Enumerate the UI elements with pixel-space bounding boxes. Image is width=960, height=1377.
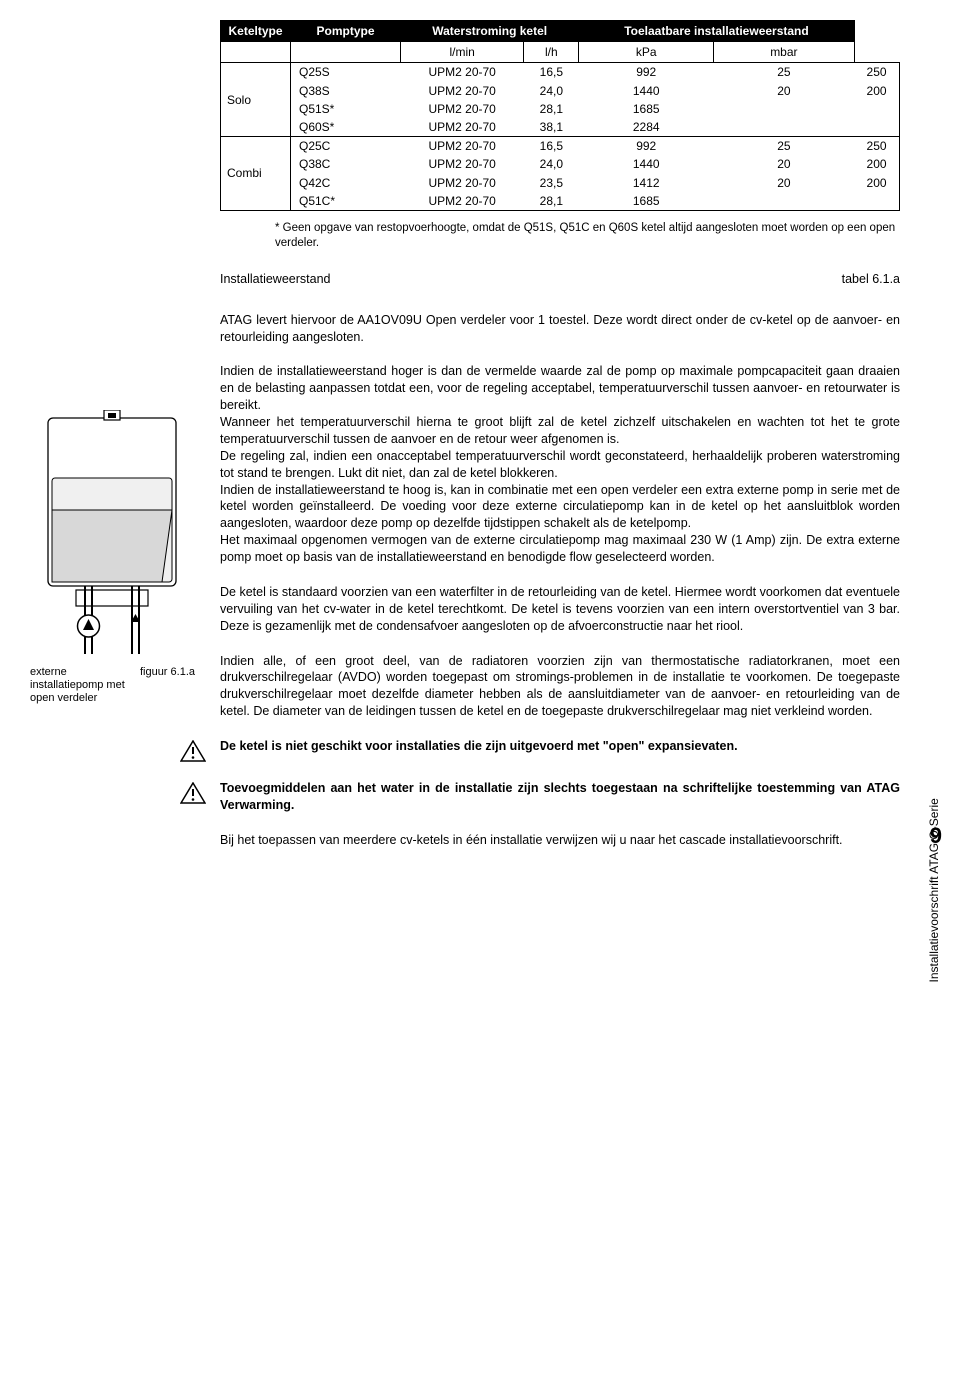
table-row: CombiQ25CUPM2 20-7016,599225250 bbox=[221, 137, 900, 156]
paragraph-4: Indien alle, of een groot deel, van de r… bbox=[220, 653, 900, 721]
table-cell: Q38C bbox=[291, 155, 401, 173]
warning-2-text: Toevoegmiddelen aan het water in de inst… bbox=[220, 780, 900, 814]
figure-caption-left: externe installatiepomp met open verdele… bbox=[30, 666, 135, 706]
table-cell: 20 bbox=[714, 155, 855, 173]
table-cell: Q60S* bbox=[291, 118, 401, 137]
table-cell bbox=[714, 100, 855, 118]
table-cell: 1440 bbox=[579, 82, 714, 100]
table-cell: Q42C bbox=[291, 174, 401, 192]
table-cell: 992 bbox=[579, 63, 714, 82]
table-cell: 20 bbox=[714, 174, 855, 192]
boiler-diagram bbox=[30, 410, 195, 655]
table-cell: 28,1 bbox=[524, 192, 579, 211]
table-cell: 250 bbox=[854, 63, 899, 82]
table-cell bbox=[854, 118, 899, 137]
table-cell: 25 bbox=[714, 137, 855, 156]
table-row: SoloQ25SUPM2 20-7016,599225250 bbox=[221, 63, 900, 82]
warning-icon bbox=[180, 740, 206, 762]
table-cell: 250 bbox=[854, 137, 899, 156]
table-cell: 1685 bbox=[579, 100, 714, 118]
th-toelaatbare: Toelaatbare installatieweerstand bbox=[579, 21, 854, 42]
warning-2: Toevoegmiddelen aan het water in de inst… bbox=[180, 780, 900, 814]
table-caption-left: Installatieweerstand bbox=[220, 271, 330, 288]
table-footnote: * Geen opgave van restopvoerhoogte, omda… bbox=[275, 221, 900, 251]
table-cell: 200 bbox=[854, 82, 899, 100]
th-mbar: mbar bbox=[714, 42, 855, 63]
table-row: Q60S*UPM2 20-7038,12284 bbox=[221, 118, 900, 137]
paragraph-3: De ketel is standaard voorzien van een w… bbox=[220, 584, 900, 635]
th-kpa: kPa bbox=[579, 42, 714, 63]
th-pomptype: Pomptype bbox=[291, 21, 401, 42]
table-cell: 200 bbox=[854, 155, 899, 173]
warning-1: De ketel is niet geschikt voor installat… bbox=[180, 738, 900, 762]
warning-icon bbox=[180, 782, 206, 804]
table-row: Q38SUPM2 20-7024,0144020200 bbox=[221, 82, 900, 100]
th-waterstroming: Waterstroming ketel bbox=[401, 21, 579, 42]
page-number: 9 bbox=[930, 821, 942, 851]
table-cell: 20 bbox=[714, 82, 855, 100]
table-row: Q38CUPM2 20-7024,0144020200 bbox=[221, 155, 900, 173]
paragraph-5-row: Bij het toepassen van meerdere cv-ketels… bbox=[180, 832, 900, 849]
th-sub-blank2 bbox=[291, 42, 401, 63]
table-cell bbox=[714, 118, 855, 137]
table-cell: Q38S bbox=[291, 82, 401, 100]
table-cell: 23,5 bbox=[524, 174, 579, 192]
table-cell bbox=[714, 192, 855, 211]
table-caption-right: tabel 6.1.a bbox=[842, 271, 900, 288]
table-cell: 16,5 bbox=[524, 63, 579, 82]
table-cell: 16,5 bbox=[524, 137, 579, 156]
table-cell: Q51S* bbox=[291, 100, 401, 118]
table-cell: UPM2 20-70 bbox=[401, 82, 524, 100]
table-cell: UPM2 20-70 bbox=[401, 100, 524, 118]
table-cell: Q25C bbox=[291, 137, 401, 156]
figure-caption-right: figuur 6.1.a bbox=[140, 666, 195, 706]
th-sub-blank1 bbox=[221, 42, 291, 63]
spec-table-container: Keteltype Pomptype Waterstroming ketel T… bbox=[220, 20, 900, 849]
group-label: Solo bbox=[221, 63, 291, 137]
table-cell bbox=[854, 100, 899, 118]
table-cell: UPM2 20-70 bbox=[401, 192, 524, 211]
table-cell: 1685 bbox=[579, 192, 714, 211]
table-cell: 2284 bbox=[579, 118, 714, 137]
table-row: Q42CUPM2 20-7023,5141220200 bbox=[221, 174, 900, 192]
table-cell: UPM2 20-70 bbox=[401, 174, 524, 192]
table-cell bbox=[854, 192, 899, 211]
warning-1-text: De ketel is niet geschikt voor installat… bbox=[220, 738, 900, 755]
table-row: Q51C*UPM2 20-7028,11685 bbox=[221, 192, 900, 211]
table-cell: UPM2 20-70 bbox=[401, 63, 524, 82]
table-cell: 24,0 bbox=[524, 155, 579, 173]
th-lmin: l/min bbox=[401, 42, 524, 63]
spec-table: Keteltype Pomptype Waterstroming ketel T… bbox=[220, 20, 900, 211]
table-cell: UPM2 20-70 bbox=[401, 155, 524, 173]
th-lh: l/h bbox=[524, 42, 579, 63]
table-cell: 992 bbox=[579, 137, 714, 156]
table-cell: 28,1 bbox=[524, 100, 579, 118]
table-cell: UPM2 20-70 bbox=[401, 137, 524, 156]
table-cell: Q51C* bbox=[291, 192, 401, 211]
table-cell: 38,1 bbox=[524, 118, 579, 137]
boiler-figure: externe installatiepomp met open verdele… bbox=[30, 410, 195, 705]
paragraph-1: ATAG levert hiervoor de AA1OV09U Open ve… bbox=[220, 312, 900, 346]
table-cell: 1440 bbox=[579, 155, 714, 173]
table-cell: UPM2 20-70 bbox=[401, 118, 524, 137]
table-cell: 1412 bbox=[579, 174, 714, 192]
group-label: Combi bbox=[221, 137, 291, 211]
th-keteltype: Keteltype bbox=[221, 21, 291, 42]
table-cell: Q25S bbox=[291, 63, 401, 82]
table-cell: 24,0 bbox=[524, 82, 579, 100]
paragraph-2: Indien de installatieweerstand hoger is … bbox=[220, 363, 900, 566]
table-cell: 25 bbox=[714, 63, 855, 82]
table-row: Q51S*UPM2 20-7028,11685 bbox=[221, 100, 900, 118]
table-cell: 200 bbox=[854, 174, 899, 192]
paragraph-5: Bij het toepassen van meerdere cv-ketels… bbox=[220, 832, 900, 849]
